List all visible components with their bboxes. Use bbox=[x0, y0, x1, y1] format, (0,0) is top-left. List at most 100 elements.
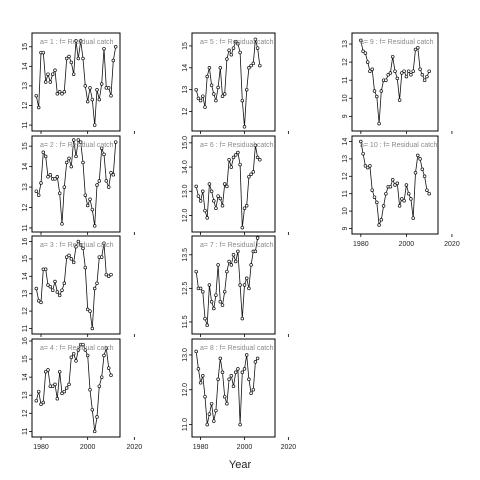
panel-3-point-23 bbox=[88, 309, 92, 313]
panel-5-label: a= 5 : f= Residual catch bbox=[200, 39, 274, 46]
panel-6-ytick-label-3: 15.0 bbox=[182, 136, 189, 150]
panel-9-point-28 bbox=[422, 78, 427, 82]
panel-8-point-6 bbox=[207, 412, 212, 416]
panel-10-point-5 bbox=[370, 188, 374, 192]
panel-6-point-15 bbox=[227, 158, 231, 162]
panel-4-point-4 bbox=[43, 369, 48, 374]
panel-4-point-22 bbox=[85, 353, 90, 358]
panel-10-point-30 bbox=[427, 191, 431, 196]
panel-8-point-1 bbox=[196, 367, 201, 371]
panel-8-point-21 bbox=[240, 370, 245, 375]
panel-10-point-13 bbox=[388, 184, 393, 189]
panel-8-ytick-label-1: 12.0 bbox=[182, 383, 189, 397]
panel-3-point-10 bbox=[57, 293, 62, 298]
panel-7-ytick-label-0: 11.5 bbox=[182, 315, 189, 328]
panel-8-point-15 bbox=[227, 377, 231, 382]
panel-4-label: a= 4 : f= Residual catch bbox=[40, 345, 114, 352]
panel-7-point-4 bbox=[203, 316, 207, 321]
panel-8-point-24 bbox=[247, 377, 251, 382]
panel-4-ytick-label-4: 15 bbox=[22, 355, 29, 363]
panel-8-ytick-label-0: 11.0 bbox=[182, 418, 189, 431]
panel-4-point-15 bbox=[69, 355, 74, 360]
panel-10-point-29 bbox=[425, 188, 429, 192]
panel-8-point-3 bbox=[201, 374, 205, 378]
panel-7-ytick-label-1: 12.5 bbox=[182, 281, 189, 295]
panel-9-ytick-label-3: 12 bbox=[342, 58, 349, 66]
panel-1-point-17 bbox=[74, 39, 78, 43]
panel-7-point-16 bbox=[229, 263, 234, 267]
panel-3-point-32 bbox=[109, 272, 113, 277]
panel-10-point-23 bbox=[411, 216, 415, 220]
panel-7-point-0 bbox=[194, 269, 198, 274]
panel-8-point-4 bbox=[203, 394, 207, 399]
panel-9-point-18 bbox=[400, 71, 404, 75]
panel-10-ytick-label-2: 11 bbox=[342, 190, 349, 197]
panel-7-point-8 bbox=[212, 306, 216, 311]
panel-4-point-13 bbox=[64, 386, 69, 390]
panel-6-point-12 bbox=[220, 204, 225, 208]
panel-1-point-19 bbox=[78, 39, 83, 43]
panel-4-point-0 bbox=[34, 398, 39, 403]
panel-10-point-16 bbox=[395, 181, 400, 186]
panel-3-point-12 bbox=[62, 281, 67, 286]
panel-6-point-18 bbox=[233, 153, 238, 157]
panel-3-ytick-label-1: 12 bbox=[22, 307, 29, 315]
panel-6-point-23 bbox=[244, 204, 249, 208]
panel-8-point-16 bbox=[229, 374, 234, 378]
panel-4-point-3 bbox=[41, 400, 46, 405]
panel-5-point-2 bbox=[198, 98, 203, 103]
panel-9-ytick-label-0: 9 bbox=[342, 114, 349, 118]
panel-4-point-10 bbox=[57, 369, 62, 374]
panel-1-point-10 bbox=[57, 90, 62, 94]
panel-3-point-26 bbox=[95, 281, 99, 286]
panel-4-point-27 bbox=[97, 384, 102, 388]
panel-9-point-25 bbox=[416, 45, 420, 50]
panel-9-point-9 bbox=[379, 89, 384, 93]
panel-8-point-27 bbox=[253, 360, 258, 364]
panel-6-point-25 bbox=[249, 172, 253, 177]
panel-5-point-25 bbox=[249, 63, 253, 68]
panel-4-ytick-label-3: 14 bbox=[22, 373, 29, 381]
panel-7-point-21 bbox=[240, 316, 245, 321]
panel-4-point-25 bbox=[92, 429, 97, 434]
panel-6-point-11 bbox=[218, 196, 223, 201]
panel-10-point-6 bbox=[372, 195, 377, 199]
panel-2-point-34 bbox=[113, 140, 118, 144]
panel-1-point-0 bbox=[34, 93, 39, 98]
panel-1-point-18 bbox=[76, 56, 81, 61]
panel-2-point-25 bbox=[92, 224, 97, 228]
panel-5-point-24 bbox=[247, 66, 251, 70]
panel-2-point-18 bbox=[76, 138, 81, 142]
panel-7-point-27 bbox=[253, 249, 258, 254]
panel-10-point-10 bbox=[381, 204, 386, 208]
panel-7-point-22 bbox=[242, 283, 247, 287]
panel-5-point-27 bbox=[253, 37, 258, 42]
panel-2-point-23 bbox=[88, 197, 92, 202]
panel-9-point-13 bbox=[388, 71, 393, 75]
panel-1-point-21 bbox=[83, 84, 88, 88]
panel-5-ytick-label-2: 14 bbox=[182, 64, 189, 72]
panel-3-point-11 bbox=[60, 288, 64, 292]
panel-2-point-12 bbox=[62, 185, 67, 189]
panel-1-point-33 bbox=[111, 58, 116, 63]
panel-5-point-22 bbox=[242, 125, 247, 129]
panel-5-point-8 bbox=[212, 92, 216, 96]
panel-4-point-30 bbox=[104, 346, 109, 350]
panel-4-point-9 bbox=[55, 397, 60, 401]
panel-3-point-17 bbox=[74, 244, 78, 249]
panel-10-point-4 bbox=[368, 164, 372, 168]
panel-3-ytick-label-2: 13 bbox=[22, 290, 29, 298]
panel-8-point-14 bbox=[225, 401, 229, 406]
panel-2-point-4 bbox=[43, 154, 48, 159]
panel-2-point-10 bbox=[57, 191, 62, 195]
panel-8-point-8 bbox=[212, 419, 216, 423]
panel-2-point-17 bbox=[74, 154, 78, 159]
panel-1-ytick-label-2: 13 bbox=[22, 82, 29, 90]
panel-9-point-15 bbox=[393, 69, 397, 73]
panel-7-point-5 bbox=[205, 323, 209, 328]
panel-3-point-20 bbox=[81, 246, 85, 251]
panel-10-ytick-label-1: 10 bbox=[342, 207, 349, 215]
panel-8-point-19 bbox=[236, 367, 240, 371]
panel-4-point-11 bbox=[60, 391, 64, 396]
panel-3-point-29 bbox=[102, 241, 106, 245]
